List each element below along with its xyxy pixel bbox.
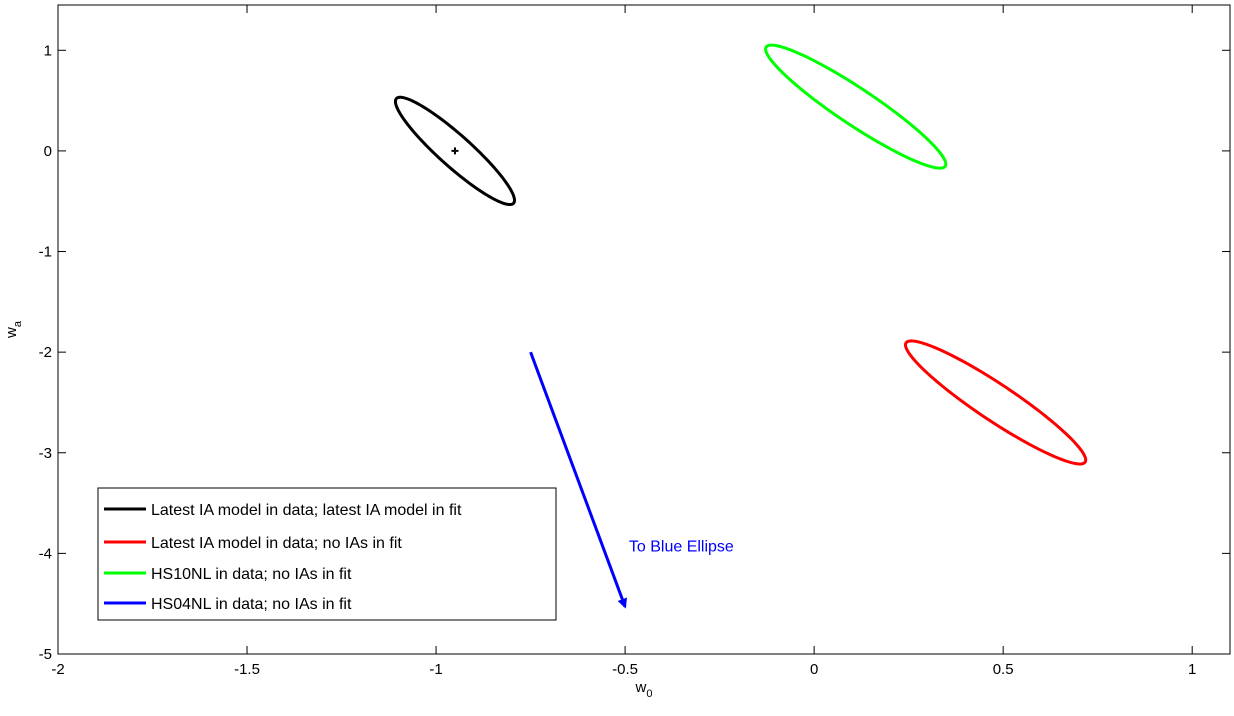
y-tick-label: -1 [39,244,52,261]
legend-label-3: HS04NL in data; no IAs in fit [151,596,352,613]
ticks [57,5,1230,655]
x-tick-label: 0.5 [993,661,1014,678]
legend-box [97,487,557,621]
x-axis-title-base: w [635,679,647,696]
y-axis-title-base: w [3,327,20,339]
ellipse-series-0 [393,95,517,207]
x-axis-title: w0 [635,679,653,700]
ellipse-series-2 [764,43,948,170]
x-tick-labels: -2 -1.5 -1 -0.5 0 0.5 1 [51,661,1196,678]
annotation-arrow [529,351,627,609]
x-axis-title-sub: 0 [646,688,652,700]
legend-label-2: HS10NL in data; no IAs in fit [151,566,352,583]
annotation-text: To Blue Ellipse [629,538,734,555]
y-tick-label: 0 [44,143,52,160]
x-tick-label: -1 [429,661,442,678]
legend-label-0: Latest IA model in data; latest IA model… [151,502,462,519]
series-layer [393,43,1088,466]
y-axis-title-sub: a [12,320,24,327]
legend: Latest IA model in data; latest IA model… [97,487,557,621]
x-tick-label: -2 [51,661,64,678]
y-tick-label: 1 [44,42,52,59]
y-tick-label: -3 [39,445,52,462]
ellipse-series-1 [903,339,1088,466]
y-tick-labels: -5 -4 -3 -2 -1 0 1 [39,42,52,663]
y-axis-title: wa [3,320,24,339]
legend-label-1: Latest IA model in data; no IAs in fit [151,535,402,552]
y-tick-label: -4 [39,545,52,562]
y-tick-label: -5 [39,646,52,663]
x-tick-label: 1 [1188,661,1196,678]
x-tick-label: -1.5 [234,661,260,678]
x-tick-label: 0 [810,661,818,678]
x-tick-label: -0.5 [612,661,638,678]
y-tick-label: -2 [39,344,52,361]
center-marker [451,147,459,155]
